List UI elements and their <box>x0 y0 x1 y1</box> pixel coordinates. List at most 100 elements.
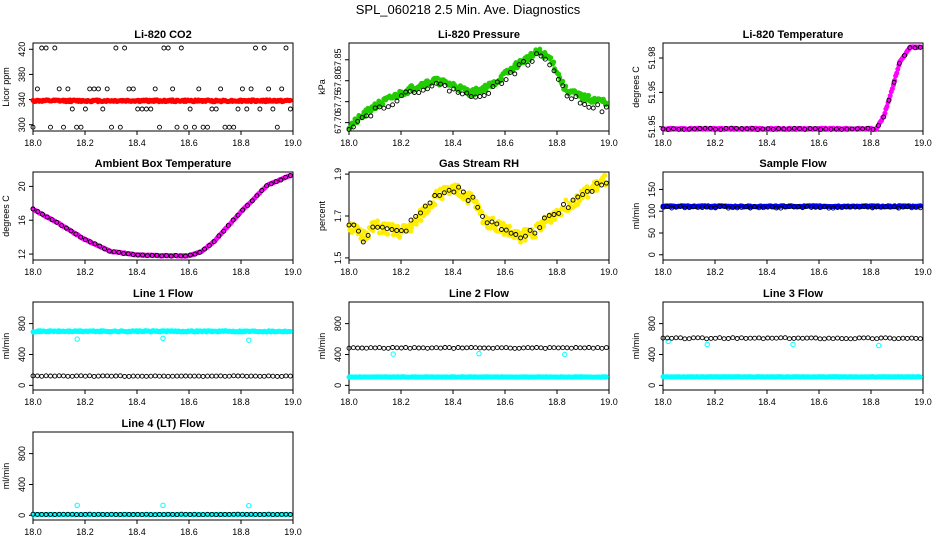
data-point <box>438 81 444 87</box>
chart-panel: Line 3 Flow ml/min 18.0 18.2 18.4 18.6 18.8 19.… <box>631 288 932 407</box>
data-point <box>397 234 403 240</box>
data-point <box>165 45 171 51</box>
data-point <box>259 188 265 193</box>
data-point <box>196 373 202 379</box>
data-point <box>465 198 471 203</box>
data-point <box>527 227 533 233</box>
data-point <box>821 336 827 342</box>
x-tick-label: 18.8 <box>232 527 250 537</box>
data-point <box>521 345 526 351</box>
data-point <box>477 94 483 99</box>
y-tick-label: 50 <box>647 228 657 238</box>
x-tick-label: 18.6 <box>180 527 198 537</box>
data-point <box>494 345 500 351</box>
data-point <box>441 190 447 196</box>
data-point <box>569 345 574 351</box>
data-point <box>117 124 123 130</box>
y-tick-label: 67.75 <box>333 90 343 113</box>
data-point <box>854 126 860 132</box>
data-point <box>894 70 900 76</box>
y-tick-label: 300 <box>17 117 27 132</box>
data-point <box>173 252 179 258</box>
data-point <box>416 90 422 96</box>
data-point <box>39 373 45 379</box>
data-point <box>35 209 41 214</box>
data-point <box>512 345 518 351</box>
data-point <box>370 224 376 230</box>
data-point <box>900 335 906 341</box>
data-point <box>713 126 718 132</box>
data-point <box>239 373 245 379</box>
data-point <box>375 224 381 230</box>
panel-title: Line 1 Flow <box>133 288 193 300</box>
data-point <box>439 196 445 202</box>
x-tick-label: 19.0 <box>284 267 302 277</box>
data-point <box>508 230 514 236</box>
data-point <box>691 204 696 210</box>
panel-title: Li-820 CO2 <box>134 29 191 41</box>
data-point <box>752 335 758 341</box>
data-point <box>577 345 583 351</box>
data-point <box>881 114 887 120</box>
data-point <box>273 179 279 185</box>
data-point <box>65 373 71 379</box>
data-point <box>97 243 103 249</box>
data-point <box>580 192 586 198</box>
data-point <box>499 227 504 232</box>
data-point <box>747 205 753 211</box>
data-point <box>573 94 579 100</box>
data-point <box>542 345 548 351</box>
data-point <box>839 126 845 132</box>
data-point <box>457 186 463 192</box>
y-tick-label: 0 <box>647 383 657 388</box>
data-point <box>739 204 744 210</box>
y-axis-label: ml/min <box>631 203 641 230</box>
x-tick-label: 18.8 <box>232 267 250 277</box>
chart-panel: Li-820 Temperature degrees C 18.0 18.2 18.4 1… <box>631 29 932 148</box>
y-tick-label: 0 <box>333 383 343 388</box>
data-point <box>218 373 224 379</box>
panel-title: Line 2 Flow <box>449 288 509 300</box>
data-point <box>529 345 535 351</box>
data-point <box>665 127 671 132</box>
data-series <box>346 46 609 132</box>
data-point <box>534 51 540 57</box>
data-point <box>473 345 478 351</box>
data-point <box>673 204 679 210</box>
data-point <box>669 205 675 211</box>
data-point <box>795 335 801 341</box>
data-point <box>795 204 801 209</box>
data-point <box>113 45 119 51</box>
data-point <box>102 246 107 252</box>
x-tick-label: 18.2 <box>76 267 94 277</box>
data-point <box>91 373 97 379</box>
data-point <box>121 251 127 256</box>
chart-panel: Line 2 Flow ml/min 18.0 18.2 18.4 18.6 18.8 19.… <box>317 288 618 407</box>
data-point <box>283 174 289 180</box>
data-point <box>34 86 40 92</box>
data-point <box>582 345 588 351</box>
y-tick-label: 420 <box>17 42 27 57</box>
chart-panel: Gas Stream RH percent 18.0 18.2 18.4 18.6 18.8… <box>317 158 618 277</box>
data-point <box>218 86 224 92</box>
x-tick-label: 18.8 <box>548 267 566 277</box>
data-point <box>398 345 404 351</box>
data-point <box>113 373 119 379</box>
data-point <box>489 219 495 225</box>
data-series <box>30 45 293 130</box>
data-point <box>245 203 250 209</box>
y-tick-label: 340 <box>17 92 27 107</box>
y-tick-label: 67.80 <box>333 69 343 92</box>
data-point <box>891 204 897 210</box>
data-point <box>673 335 679 341</box>
data-point <box>135 106 141 112</box>
data-point <box>599 182 605 188</box>
data-point <box>818 127 824 132</box>
data-point <box>135 252 141 258</box>
data-point <box>804 335 810 341</box>
data-point <box>48 373 53 379</box>
x-tick-label: 18.2 <box>76 138 94 148</box>
chart-panel: Ambient Box Temperature degrees C 18.0 18.2… <box>1 158 302 277</box>
data-point <box>261 373 267 379</box>
data-point <box>187 106 193 112</box>
